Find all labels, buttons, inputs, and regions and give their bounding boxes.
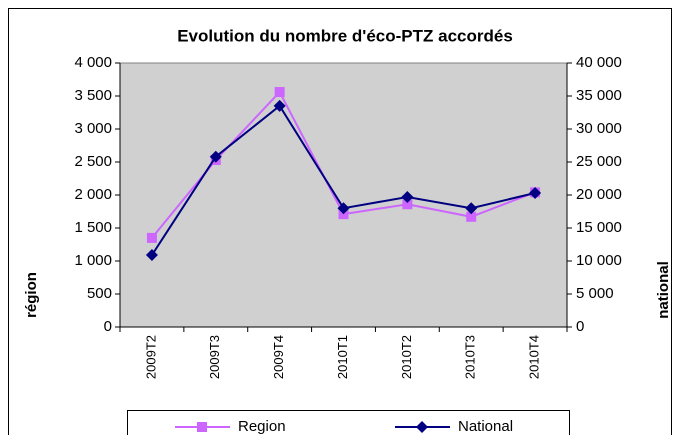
y2-tick-label: 0 [576, 318, 584, 335]
y-tick-label: 1 000 [74, 252, 112, 269]
y2-tick-label: 5 000 [576, 285, 614, 302]
y2-axis-label: national [655, 261, 672, 319]
x-tick-label: 2010T2 [399, 335, 414, 379]
y-tick-label: 2 000 [74, 186, 112, 203]
data-point [209, 150, 222, 163]
y-tick-label: 500 [87, 285, 112, 302]
x-tick-label: 2009T2 [143, 335, 158, 379]
y-tick-label: 0 [104, 318, 112, 335]
legend-label: National [458, 418, 513, 435]
y2-tick-label: 25 000 [576, 153, 622, 170]
x-tick-label: 2009T4 [271, 335, 286, 379]
y2-tick-label: 35 000 [576, 87, 622, 104]
data-point [146, 232, 157, 243]
y-tick-label: 3 500 [74, 87, 112, 104]
y2-tick-label: 15 000 [576, 219, 622, 236]
data-point [465, 202, 478, 215]
y-axis-label: région [23, 272, 40, 318]
data-point [402, 199, 413, 210]
x-tick-label: 2010T3 [463, 335, 478, 379]
x-tick-label: 2010T4 [527, 335, 542, 379]
data-point [274, 87, 285, 98]
y2-tick-label: 30 000 [576, 120, 622, 137]
y2-tick-label: 40 000 [576, 54, 622, 71]
x-tick-label: 2009T3 [207, 335, 222, 379]
data-point [401, 190, 414, 203]
legend-marker [416, 421, 428, 433]
y-tick-label: 4 000 [74, 54, 112, 71]
data-point [529, 187, 542, 200]
y2-tick-label: 20 000 [576, 186, 622, 203]
data-point [466, 211, 477, 222]
y-tick-label: 2 500 [74, 153, 112, 170]
chart-title: Evolution du nombre d'éco-PTZ accordés [177, 26, 513, 45]
legend-marker [197, 422, 207, 432]
data-point [273, 99, 286, 112]
data-point [145, 249, 158, 262]
y2-tick-label: 10 000 [576, 252, 622, 269]
x-tick-label: 2010T1 [335, 335, 350, 379]
legend-label: Region [238, 418, 286, 435]
y-tick-label: 1 500 [74, 219, 112, 236]
data-point [337, 202, 350, 215]
y-tick-label: 3 000 [74, 120, 112, 137]
